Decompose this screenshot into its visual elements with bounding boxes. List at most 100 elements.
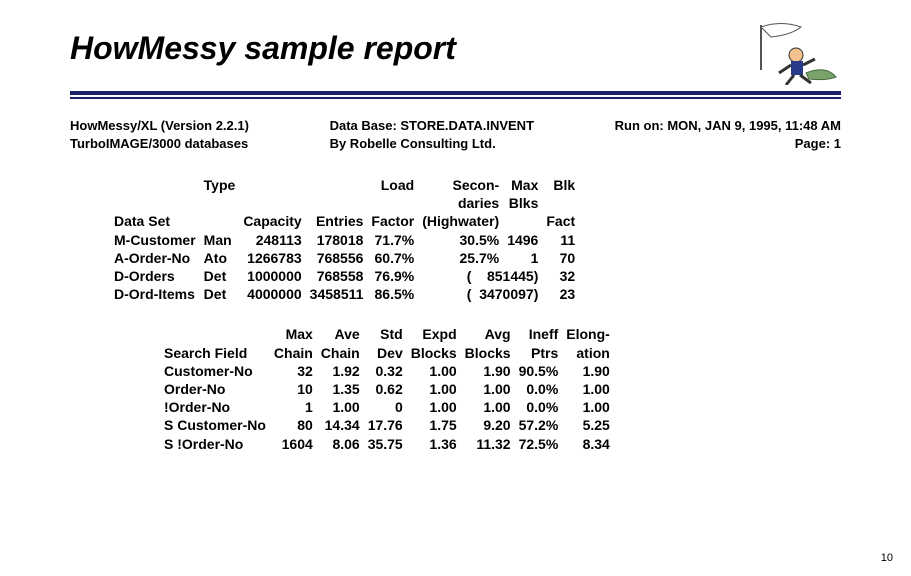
cell: 768556	[306, 249, 368, 267]
col-maxchain-2: Chain	[270, 344, 317, 362]
table-row: Customer-No 32 1.92 0.32 1.00 1.90 90.5%…	[160, 362, 614, 380]
cell: 0	[364, 398, 407, 416]
cell: 90.5%	[515, 362, 563, 380]
cell: S Customer-No	[160, 416, 270, 434]
cell: 1000000	[239, 267, 305, 285]
cell: !Order-No	[160, 398, 270, 416]
col-type: Type	[200, 176, 240, 194]
table-row: S !Order-No 1604 8.06 35.75 1.36 11.32 7…	[160, 435, 614, 453]
cell: 32	[542, 267, 579, 285]
report-meta-row: HowMessy/XL (Version 2.2.1) TurboIMAGE/3…	[70, 117, 841, 152]
col-entries: Entries	[306, 212, 368, 230]
runner-flag-illustration	[751, 15, 841, 85]
cell: Det	[200, 267, 240, 285]
cell: Ato	[200, 249, 240, 267]
col-maxblks-1: Max	[503, 176, 542, 194]
col-blkfact-2: Fact	[542, 212, 579, 230]
col-maxblks-2: Blks	[503, 194, 542, 212]
table-row: S Customer-No 80 14.34 17.76 1.75 9.20 5…	[160, 416, 614, 434]
cell: 1.00	[461, 398, 515, 416]
col-ineff-1: Ineff	[515, 325, 563, 343]
col-elong-1: Elong-	[562, 325, 614, 343]
col-stddev-2: Dev	[364, 344, 407, 362]
cell: 57.2%	[515, 416, 563, 434]
meta-company: By Robelle Consulting Ltd.	[330, 135, 534, 153]
col-expd-1: Expd	[407, 325, 461, 343]
col-stddev-1: Std	[364, 325, 407, 343]
table-row: !Order-No 1 1.00 0 1.00 1.00 0.0% 1.00	[160, 398, 614, 416]
cell: 71.7%	[367, 231, 418, 249]
cell: 1.36	[407, 435, 461, 453]
cell: 1.00	[407, 362, 461, 380]
cell: 178018	[306, 231, 368, 249]
table-row: M-Customer Man 248113 178018 71.7% 30.5%…	[110, 231, 579, 249]
cell: 1	[503, 249, 542, 267]
table-row: Order-No 10 1.35 0.62 1.00 1.00 0.0% 1.0…	[160, 380, 614, 398]
cell: 1496	[503, 231, 542, 249]
cell: Order-No	[160, 380, 270, 398]
col-searchfield: Search Field	[160, 344, 270, 362]
cell: D-Orders	[110, 267, 200, 285]
cell: 10	[270, 380, 317, 398]
cell: A-Order-No	[110, 249, 200, 267]
col-maxchain-1: Max	[270, 325, 317, 343]
cell: 14.34	[317, 416, 364, 434]
search-field-table: Max Ave Std Expd Avg Ineff Elong- Search…	[160, 325, 614, 452]
cell: Man	[200, 231, 240, 249]
cell: 3458511	[306, 285, 368, 303]
cell: 1266783	[239, 249, 305, 267]
meta-page: Page: 1	[615, 135, 841, 153]
cell: 11	[542, 231, 579, 249]
cell: 23	[542, 285, 579, 303]
cell: 8.06	[317, 435, 364, 453]
col-secondaries-3: (Highwater)	[418, 212, 503, 230]
cell: 60.7%	[367, 249, 418, 267]
cell: 1.00	[407, 398, 461, 416]
col-avechain-2: Chain	[317, 344, 364, 362]
cell: 25.7%	[418, 249, 503, 267]
cell: 30.5%	[418, 231, 503, 249]
cell: 76.9%	[367, 267, 418, 285]
cell: Det	[200, 285, 240, 303]
cell: 5.25	[562, 416, 614, 434]
cell: ( 851445)	[418, 267, 542, 285]
cell: M-Customer	[110, 231, 200, 249]
col-avg-2: Blocks	[461, 344, 515, 362]
col-avg-1: Avg	[461, 325, 515, 343]
col-blkfact-1: Blk	[542, 176, 579, 194]
col-secondaries-2: daries	[418, 194, 503, 212]
cell: 72.5%	[515, 435, 563, 453]
cell: S !Order-No	[160, 435, 270, 453]
cell: ( 3470097)	[418, 285, 542, 303]
cell: 1.90	[562, 362, 614, 380]
cell: 0.32	[364, 362, 407, 380]
cell: 768558	[306, 267, 368, 285]
col-dataset: Data Set	[110, 212, 200, 230]
cell: 1.00	[407, 380, 461, 398]
col-capacity: Capacity	[239, 212, 305, 230]
cell: 4000000	[239, 285, 305, 303]
cell: 0.0%	[515, 398, 563, 416]
cell: 17.76	[364, 416, 407, 434]
cell: D-Ord-Items	[110, 285, 200, 303]
cell: 248113	[239, 231, 305, 249]
table-row: D-Orders Det 1000000 768558 76.9% ( 8514…	[110, 267, 579, 285]
page-title: HowMessy sample report	[70, 30, 456, 67]
col-ineff-2: Ptrs	[515, 344, 563, 362]
meta-version: HowMessy/XL (Version 2.2.1)	[70, 117, 249, 135]
cell: 1.00	[562, 380, 614, 398]
col-elong-2: ation	[562, 344, 614, 362]
cell: 1.90	[461, 362, 515, 380]
cell: 1.92	[317, 362, 364, 380]
meta-runon: Run on: MON, JAN 9, 1995, 11:48 AM	[615, 117, 841, 135]
cell: 80	[270, 416, 317, 434]
cell: 1.00	[461, 380, 515, 398]
cell: 1.00	[562, 398, 614, 416]
cell: 9.20	[461, 416, 515, 434]
cell: Customer-No	[160, 362, 270, 380]
table-row: A-Order-No Ato 1266783 768556 60.7% 25.7…	[110, 249, 579, 267]
cell: 1604	[270, 435, 317, 453]
col-load-2: Factor	[367, 212, 418, 230]
col-avechain-1: Ave	[317, 325, 364, 343]
title-underline	[70, 91, 841, 99]
